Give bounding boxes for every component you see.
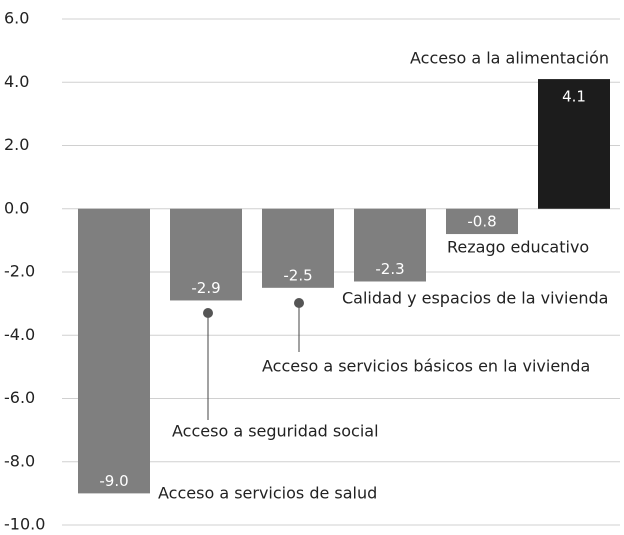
y-tick-label: -2.0: [4, 262, 35, 281]
y-tick-label: -10.0: [4, 515, 45, 534]
bar: [354, 208, 426, 282]
value-label: -2.3: [375, 260, 404, 278]
y-tick-label: 4.0: [4, 72, 29, 91]
bar: [262, 208, 334, 288]
y-tick-label: -8.0: [4, 451, 35, 470]
bar: [446, 208, 518, 235]
bar: [170, 208, 242, 301]
category-label: Acceso a servicios básicos en la viviend…: [262, 357, 590, 376]
value-label: -0.8: [467, 213, 496, 231]
value-label: -2.9: [191, 279, 220, 297]
bar: [538, 79, 610, 209]
category-label: Acceso a seguridad social: [172, 422, 379, 441]
leader-dot: [294, 298, 304, 308]
category-label: Calidad y espacios de la vivienda: [342, 289, 608, 308]
bar: [78, 208, 150, 494]
y-tick-label: 0.0: [4, 198, 29, 217]
value-label: 4.1: [562, 88, 586, 106]
category-label: Acceso a la alimentación: [410, 49, 609, 68]
y-tick-label: 6.0: [4, 9, 29, 28]
value-label: -2.5: [283, 266, 312, 284]
y-tick-label: -4.0: [4, 325, 35, 344]
category-label: Rezago educativo: [447, 238, 589, 257]
leader-dot: [203, 308, 213, 318]
y-tick-label: -6.0: [4, 388, 35, 407]
category-label: Acceso a servicios de salud: [158, 484, 377, 503]
value-label: -9.0: [99, 472, 128, 490]
y-tick-label: 2.0: [4, 135, 29, 154]
